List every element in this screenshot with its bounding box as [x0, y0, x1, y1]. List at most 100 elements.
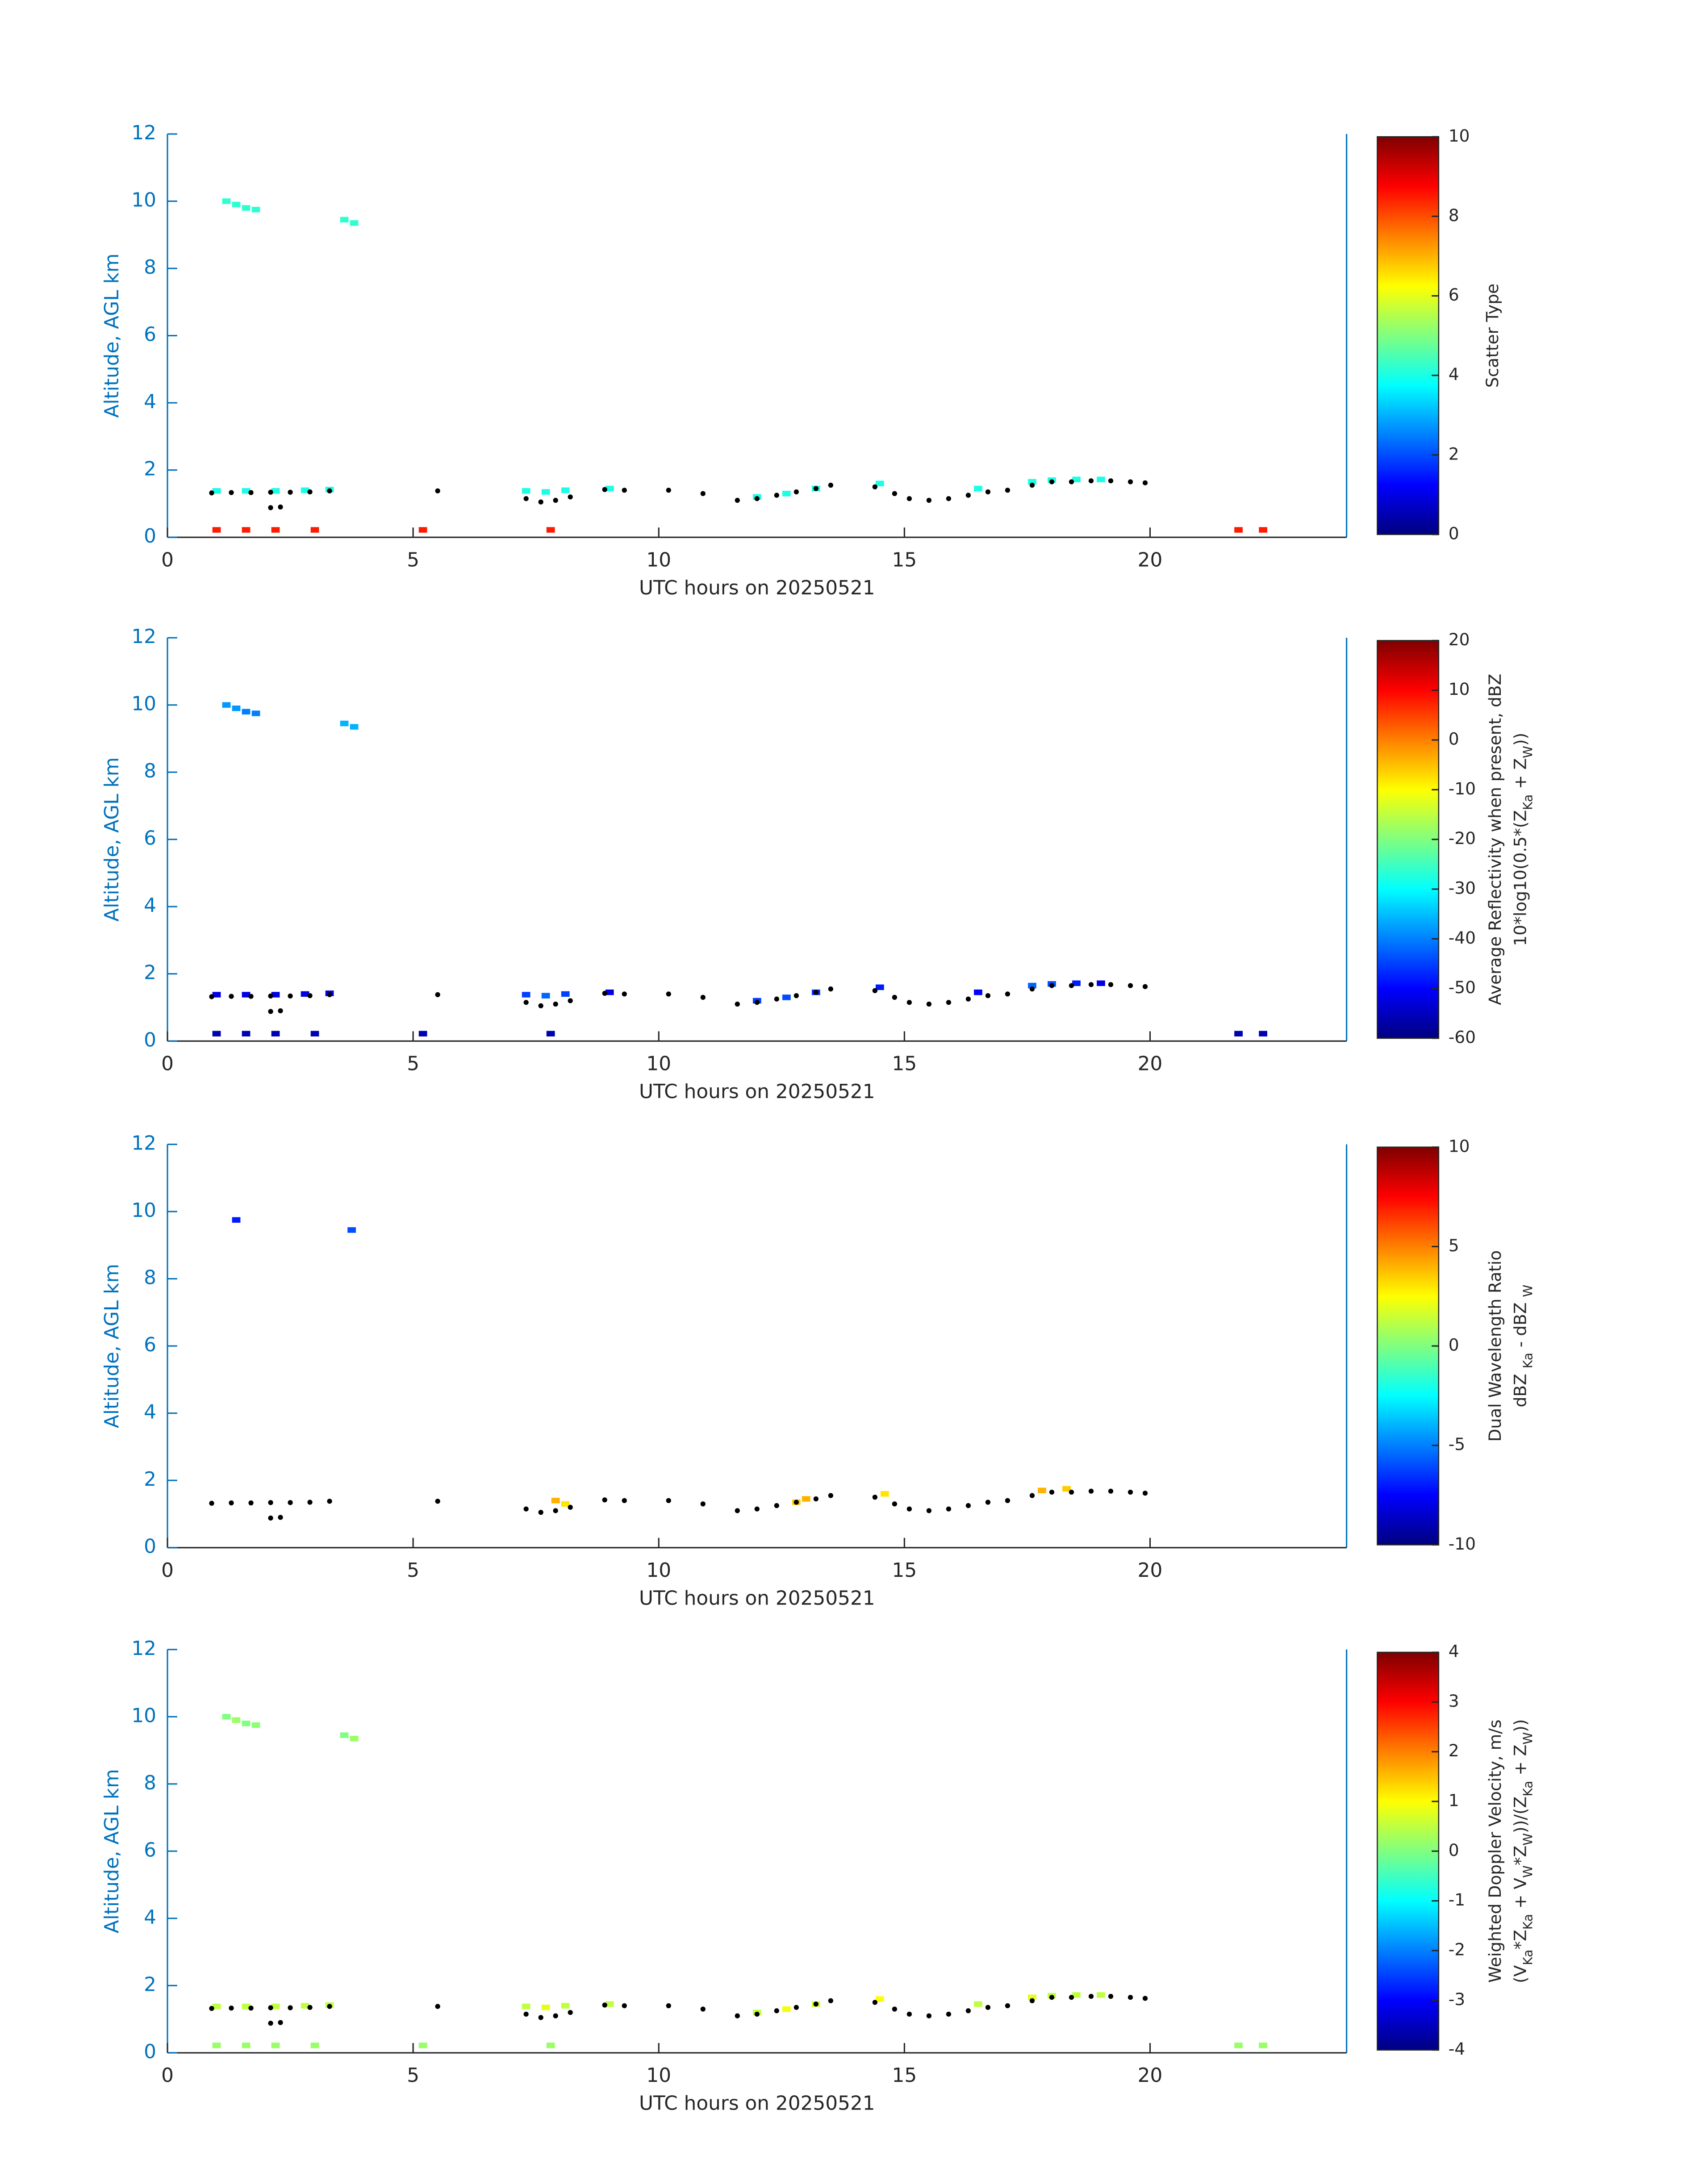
data-cell [541, 2005, 550, 2010]
y-tick-label: 4 [144, 390, 156, 413]
data-cell [232, 705, 241, 711]
cloud-base-marker [327, 1499, 332, 1504]
data-cell [1072, 1992, 1081, 1998]
y-tick-label: 6 [144, 323, 156, 346]
cloud-base-marker [229, 994, 234, 999]
colorbar-tick-label: -2 [1449, 1939, 1465, 1959]
cloud-base-marker [1108, 1488, 1114, 1494]
data-cell [301, 487, 309, 493]
y-tick-label: 10 [131, 693, 156, 715]
y-tick-label: 4 [144, 894, 156, 917]
data-cell [1259, 527, 1267, 533]
cloud-base-marker [1128, 1489, 1133, 1495]
label-subscript: W [1520, 746, 1535, 758]
x-tick-label: 0 [161, 1052, 174, 1075]
label-part: Dual Wavelength Ratio [1485, 1250, 1505, 1442]
colorbar-label: dBZ Ka - dBZ W [1510, 1285, 1535, 1408]
y-tick-label: 10 [131, 189, 156, 212]
cloud-base-marker [1029, 1493, 1035, 1498]
y-tick-label: 8 [144, 1266, 156, 1289]
label-subscript: Ka [1520, 1950, 1535, 1965]
cloud-base-marker [946, 1506, 952, 1512]
data-cell [271, 2003, 280, 2010]
cloud-base-marker [602, 1497, 607, 1503]
data-cell [242, 527, 251, 533]
data-cell [541, 993, 550, 999]
cloud-base-marker [828, 986, 833, 992]
cloud-base-marker [735, 497, 740, 503]
cloud-base-marker [754, 496, 760, 501]
colorbar-tick-label: 0 [1449, 729, 1459, 749]
cloud-base-marker [892, 2006, 898, 2012]
data-cell [1028, 1994, 1036, 2000]
cloud-base-marker [538, 499, 543, 505]
cloud-base-marker [248, 994, 254, 999]
data-cell [242, 1031, 251, 1036]
colorbar-tick-label: -4 [1449, 2039, 1465, 2059]
cloud-base-marker [1029, 986, 1035, 992]
data-cell [1259, 2043, 1267, 2048]
label-part: + Z [1510, 1745, 1530, 1781]
cloud-base-marker [268, 489, 273, 495]
cloud-base-marker [1142, 480, 1148, 485]
data-cell [802, 1496, 810, 1502]
cloud-base-marker [1128, 479, 1133, 485]
cloud-base-marker [774, 996, 779, 1002]
cloud-base-marker [288, 489, 293, 495]
colorbar-tick-label: -50 [1449, 978, 1476, 997]
cloud-base-marker [965, 1503, 971, 1508]
colorbar [1377, 1146, 1440, 1546]
data-cell [340, 1732, 349, 1738]
cloud-base-marker [700, 2006, 706, 2012]
data-cell [1072, 476, 1081, 482]
y-tick-label: 12 [131, 121, 156, 144]
y-axis-label: Altitude, AGL km [100, 757, 123, 922]
cloud-base-marker [553, 1001, 558, 1007]
cloud-base-marker [288, 993, 293, 999]
cloud-base-marker [268, 1009, 273, 1014]
colorbar [1377, 640, 1440, 1039]
label-subscript: Ka [1520, 794, 1535, 810]
cloud-base-marker [568, 1504, 573, 1510]
cloud-base-marker [435, 992, 440, 998]
data-cell [242, 992, 251, 998]
colorbar-tick-label: 4 [1449, 1642, 1459, 1661]
cloud-base-marker [523, 496, 529, 501]
cloud-base-marker [1088, 982, 1094, 987]
label-part: - dBZ [1510, 1297, 1530, 1353]
colorbar-label: 10*log10(0.5*(ZKa + ZW)) [1510, 733, 1535, 946]
cloud-base-marker [209, 1500, 214, 1506]
label-part: *Z [1510, 1846, 1530, 1865]
colorbar-tick-label: 1 [1449, 1790, 1459, 1810]
data-cell [251, 710, 260, 716]
cloud-base-marker [926, 1508, 932, 1513]
cloud-base-marker [602, 2002, 607, 2008]
cloud-base-marker [946, 1000, 952, 1005]
cloud-base-marker [1049, 479, 1055, 485]
cloud-base-marker [1069, 1995, 1074, 2000]
data-cell [350, 1735, 359, 1742]
x-axis-label: UTC hours on 20250521 [639, 2092, 875, 2114]
cloud-base-marker [754, 1000, 760, 1005]
colorbar-label: Dual Wavelength Ratio [1485, 1250, 1505, 1442]
cloud-base-marker [906, 1506, 912, 1512]
cloud-base-marker [892, 1501, 898, 1507]
cloud-base-marker [892, 491, 898, 496]
y-tick-label: 0 [144, 1028, 156, 1051]
label-part: )) [1510, 733, 1530, 746]
data-cell [1259, 1031, 1267, 1036]
colorbar-tick-label: 10 [1449, 679, 1470, 699]
x-tick-label: 20 [1138, 548, 1163, 571]
data-cell [561, 487, 570, 493]
cloud-base-marker [828, 1998, 833, 2003]
cloud-base-marker [248, 490, 254, 495]
x-tick-label: 10 [646, 548, 671, 571]
label-subscript: Ka [1520, 1353, 1535, 1368]
cloud-base-marker [602, 990, 607, 996]
colorbar-label: Scatter Type [1482, 284, 1502, 388]
y-axis-label: Altitude, AGL km [100, 254, 123, 418]
cloud-base-marker [813, 990, 819, 995]
label-part: *Z [1510, 1930, 1530, 1949]
cloud-base-marker [268, 1515, 273, 1521]
